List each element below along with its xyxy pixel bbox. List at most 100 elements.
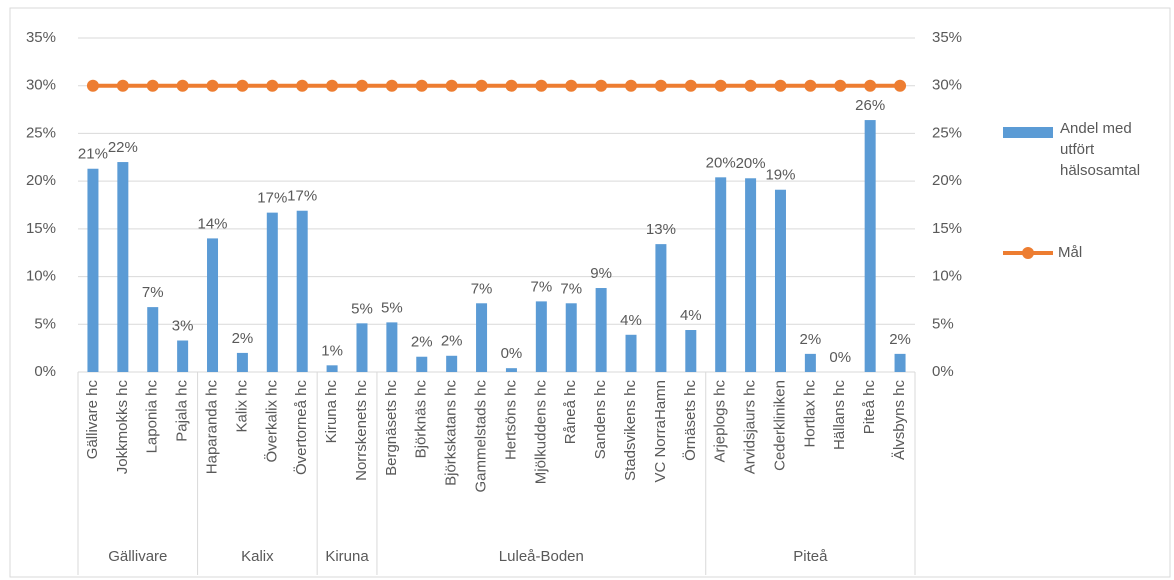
x-tick-label: Norrskenets hc — [353, 380, 370, 481]
group-label: Kiruna — [325, 548, 369, 565]
line-marker — [116, 79, 129, 92]
x-tick-label: Björknäs hc — [413, 380, 430, 459]
y-tick-label: 30% — [26, 77, 56, 94]
y2-tick-label: 5% — [932, 315, 954, 332]
x-tick-label: VC NorraHamn — [652, 380, 669, 483]
bar — [266, 212, 278, 372]
y2-tick-label: 0% — [932, 363, 954, 380]
bar — [416, 356, 428, 372]
bar — [505, 368, 517, 372]
data-label: 2% — [441, 333, 463, 350]
group-label: Luleå-Boden — [499, 548, 584, 565]
bar — [565, 303, 577, 372]
data-label: 7% — [530, 278, 552, 295]
data-label: 4% — [680, 307, 702, 324]
bar — [117, 162, 129, 372]
y-tick-label: 35% — [26, 29, 56, 46]
legend-swatch — [1003, 127, 1053, 138]
line-marker — [535, 79, 548, 92]
line-marker — [565, 79, 578, 92]
line-marker — [864, 79, 877, 92]
x-tick-label: Björkskatans hc — [443, 380, 460, 486]
x-tick-label: Mjölkuddens hc — [532, 380, 549, 485]
x-tick-label: Överkalix hc — [262, 380, 280, 463]
line-marker — [625, 79, 638, 92]
x-tick-label: Älvsbyns hc — [891, 380, 908, 461]
line-marker — [654, 79, 667, 92]
line-marker — [505, 79, 518, 92]
line-marker — [684, 79, 697, 92]
line-marker — [146, 79, 159, 92]
data-label: 21% — [78, 146, 108, 163]
y-tick-label: 0% — [34, 363, 56, 380]
bar — [446, 355, 458, 372]
data-label: 14% — [198, 215, 228, 232]
line-marker — [714, 79, 727, 92]
x-tick-label: Arjeplogs hc — [712, 380, 729, 463]
x-tick-label: Övertorneå hc — [292, 380, 310, 476]
data-label: 20% — [706, 154, 736, 171]
bar — [894, 353, 906, 372]
line-marker — [834, 79, 847, 92]
data-label: 20% — [736, 155, 766, 172]
x-tick-label: Sandens hc — [592, 380, 609, 460]
data-label: 7% — [471, 280, 493, 297]
line-marker — [326, 79, 339, 92]
chart-border — [9, 7, 1171, 578]
x-tick-label: Haparanda hc — [203, 380, 220, 475]
x-tick-label: Stadsvikens hc — [622, 380, 639, 481]
line-marker — [894, 79, 907, 92]
x-tick-label: Örnäsets hc — [681, 380, 699, 461]
group-label: Gällivare — [108, 548, 167, 565]
x-tick-label: Bergnäsets hc — [383, 380, 400, 476]
data-label: 22% — [108, 139, 138, 156]
y-tick-label: 10% — [26, 268, 56, 285]
line-marker — [176, 79, 189, 92]
y2-tick-label: 10% — [932, 268, 962, 285]
line-marker — [415, 79, 428, 92]
bar — [236, 352, 248, 372]
line-marker — [595, 79, 608, 92]
data-label: 2% — [411, 334, 433, 351]
bar — [685, 330, 697, 372]
bar — [476, 303, 488, 372]
data-label: 26% — [855, 97, 885, 114]
bar — [535, 301, 547, 372]
data-label: 19% — [765, 167, 795, 184]
x-tick-label: Gammelstads hc — [473, 380, 490, 493]
bar — [715, 177, 727, 372]
bar — [326, 365, 338, 372]
data-label: 7% — [142, 284, 164, 301]
y2-tick-label: 15% — [932, 220, 962, 237]
x-tick-label: Hortlax hc — [801, 380, 818, 448]
legend-entry: Andel med utfört hälsosamtal — [1060, 120, 1140, 179]
data-label: 3% — [172, 317, 194, 334]
x-tick-label: Hertsöns hc — [502, 380, 519, 461]
line-marker — [804, 79, 817, 92]
x-tick-label: Piteå hc — [861, 380, 878, 435]
data-label: 5% — [381, 299, 403, 316]
data-label: 2% — [232, 330, 254, 347]
line-marker — [445, 79, 458, 92]
bar — [386, 322, 398, 372]
data-label: 17% — [257, 190, 287, 207]
bar — [177, 340, 189, 372]
line-marker — [475, 79, 488, 92]
line-marker — [86, 79, 99, 92]
legend-marker — [1022, 247, 1034, 259]
y2-tick-label: 20% — [932, 172, 962, 189]
x-tick-label: Hällans hc — [831, 380, 848, 451]
bar — [774, 189, 786, 372]
data-label: 0% — [829, 349, 851, 366]
bar — [87, 168, 99, 372]
data-label: 7% — [560, 280, 582, 297]
x-tick-label: Råneå hc — [562, 380, 579, 445]
line-marker — [236, 79, 249, 92]
y2-tick-label: 25% — [932, 124, 962, 141]
group-label: Kalix — [241, 548, 274, 565]
bar — [625, 334, 637, 372]
bar — [864, 120, 876, 372]
y-tick-label: 15% — [26, 220, 56, 237]
x-tick-label: Pajala hc — [174, 380, 191, 442]
